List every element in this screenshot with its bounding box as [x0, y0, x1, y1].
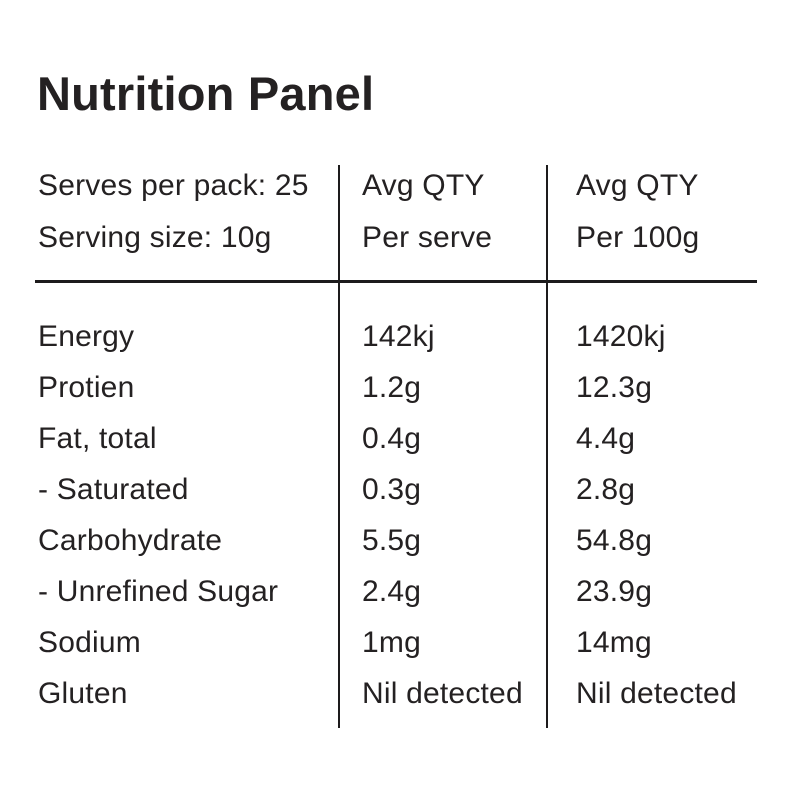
row-label: Protien	[38, 371, 135, 404]
table-row-gluten: Gluten Nil detected Nil detected	[35, 668, 757, 719]
page-title: Nutrition Panel	[37, 67, 375, 120]
per-serve-qty-label: Avg QTY	[362, 169, 485, 202]
header-row-2: Serving size: 10g Per serve Per 100g	[35, 212, 757, 264]
per-100g-unit-label: Per 100g	[576, 221, 700, 254]
row-label: Gluten	[38, 677, 128, 710]
value-per-serve: Nil detected	[362, 677, 523, 710]
value-per-100g: 14mg	[576, 626, 652, 659]
table-row-sodium: Sodium 1mg 14mg	[35, 617, 757, 668]
table-row-energy: Energy 142kj 1420kj	[35, 311, 757, 362]
column-divider-per-serve	[338, 165, 340, 728]
table-row-unrefined-sugar: - Unrefined Sugar 2.4g 23.9g	[35, 566, 757, 617]
row-label: Carbohydrate	[38, 524, 223, 557]
table-row-protein: Protien 1.2g 12.3g	[35, 362, 757, 413]
row-label: - Unrefined Sugar	[38, 575, 279, 608]
row-label: Energy	[38, 320, 135, 353]
row-label: Fat, total	[38, 422, 157, 455]
value-per-100g: 4.4g	[576, 422, 636, 455]
table-row-fat-total: Fat, total 0.4g 4.4g	[35, 413, 757, 464]
per-100g-qty-label: Avg QTY	[576, 169, 699, 202]
table-row-carbohydrate: Carbohydrate 5.5g 54.8g	[35, 515, 757, 566]
serves-per-pack: Serves per pack: 25	[38, 169, 309, 202]
value-per-serve: 2.4g	[362, 575, 422, 608]
value-per-100g: 54.8g	[576, 524, 653, 557]
value-per-serve: 5.5g	[362, 524, 422, 557]
value-per-100g: 1420kj	[576, 320, 666, 353]
per-serve-unit-label: Per serve	[362, 221, 493, 254]
header-row-1: Serves per pack: 25 Avg QTY Avg QTY	[35, 160, 757, 212]
header-separator-rule	[35, 280, 757, 283]
row-label: Sodium	[38, 626, 141, 659]
table-header: Serves per pack: 25 Avg QTY Avg QTY Serv…	[35, 160, 757, 280]
column-divider-per-100g	[546, 165, 548, 728]
table-row-saturated: - Saturated 0.3g 2.8g	[35, 464, 757, 515]
value-per-serve: 1.2g	[362, 371, 422, 404]
value-per-100g: 2.8g	[576, 473, 636, 506]
value-per-serve: 1mg	[362, 626, 421, 659]
value-per-serve: 142kj	[362, 320, 435, 353]
value-per-100g: 23.9g	[576, 575, 653, 608]
nutrition-table: Serves per pack: 25 Avg QTY Avg QTY Serv…	[35, 160, 757, 719]
serving-size: Serving size: 10g	[38, 221, 272, 254]
value-per-100g: Nil detected	[576, 677, 737, 710]
table-body: Energy 142kj 1420kj Protien 1.2g 12.3g F…	[35, 280, 757, 719]
value-per-serve: 0.4g	[362, 422, 422, 455]
value-per-serve: 0.3g	[362, 473, 422, 506]
value-per-100g: 12.3g	[576, 371, 653, 404]
row-label: - Saturated	[38, 473, 189, 506]
